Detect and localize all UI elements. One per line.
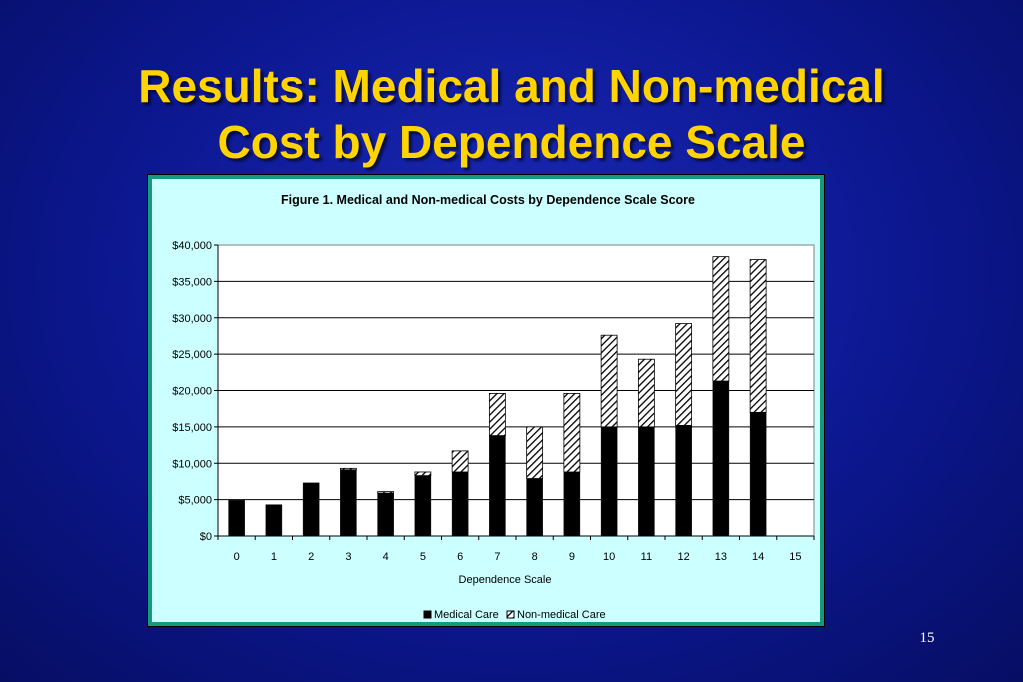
y-tick-label: $30,000 xyxy=(172,313,212,325)
bar-non-medical-care-9 xyxy=(563,393,581,473)
bar-medical-care-4 xyxy=(377,492,394,537)
bar-non-medical-care-12 xyxy=(675,323,693,426)
bar-non-medical-care-7 xyxy=(488,393,506,437)
legend-swatch-non-medical-care xyxy=(506,610,515,619)
bar-non-medical-care-4 xyxy=(377,491,395,494)
bar-medical-care-3 xyxy=(340,469,357,537)
bar-non-medical-care-11 xyxy=(637,358,655,428)
y-tick-label: $10,000 xyxy=(172,458,212,470)
bar-medical-care-14 xyxy=(749,412,767,537)
legend-label-medical-care: Medical Care xyxy=(434,609,499,621)
y-tick-label: $40,000 xyxy=(172,240,212,252)
legend: Medical Care Non-medical Care xyxy=(423,609,606,621)
bars xyxy=(228,256,767,537)
legend-swatch-medical-care xyxy=(423,610,432,619)
x-tick-label: 12 xyxy=(678,551,690,563)
x-tick-label: 0 xyxy=(234,551,240,563)
bar-medical-care-1 xyxy=(265,504,283,537)
stacked-bar-chart: Figure 1. Medical and Non-medical Costs … xyxy=(172,193,815,621)
bar-non-medical-care-5 xyxy=(414,471,432,477)
bar-non-medical-care-8 xyxy=(526,426,544,479)
page-number: 15 xyxy=(919,630,935,646)
bar-non-medical-care-3 xyxy=(339,467,357,471)
bar-medical-care-6 xyxy=(451,471,469,537)
bar-medical-care-10 xyxy=(600,426,618,537)
x-tick-label: 1 xyxy=(271,551,277,563)
slide-title-line-1: Results: Medical and Non-medical xyxy=(138,60,885,112)
y-tick-label: $5,000 xyxy=(178,495,212,507)
x-tick-label: 7 xyxy=(494,551,500,563)
bar-medical-care-9 xyxy=(563,471,581,537)
y-tick-label: $35,000 xyxy=(172,276,212,288)
bar-medical-care-11 xyxy=(638,426,655,537)
x-axis-ticks: 0 1 2 3 4 5 6 7 8 9 10 11 12 13 14 15 xyxy=(217,535,815,563)
slide-title-line-2: Cost by Dependence Scale xyxy=(217,116,806,168)
y-tick-label: $20,000 xyxy=(172,386,212,398)
bar-medical-care-7 xyxy=(489,435,506,537)
bar-non-medical-care-10 xyxy=(600,334,618,428)
bar-medical-care-8 xyxy=(526,478,543,537)
x-tick-label: 2 xyxy=(308,551,314,563)
y-axis-ticks: $0 $5,000 $10,000 $15,000 $20,000 $25,000 $30,… xyxy=(172,240,219,543)
x-tick-label: 11 xyxy=(641,551,652,563)
bar-medical-care-0 xyxy=(228,500,245,537)
x-tick-label: 13 xyxy=(715,551,727,563)
x-tick-label: 5 xyxy=(420,551,426,563)
chart-frame: Figure 1. Medical and Non-medical Costs … xyxy=(147,174,825,627)
y-tick-label: $15,000 xyxy=(172,422,212,434)
x-tick-label: 15 xyxy=(789,551,801,563)
bar-medical-care-12 xyxy=(675,425,692,537)
y-tick-label: $0 xyxy=(200,531,212,543)
x-tick-label: 3 xyxy=(345,551,351,563)
slide-title: Results: Medical and Non-medical Cost by… xyxy=(0,58,1023,170)
x-tick-label: 9 xyxy=(569,551,575,563)
bar-non-medical-care-13 xyxy=(712,256,730,382)
bar-non-medical-care-6 xyxy=(451,450,469,473)
x-tick-label: 4 xyxy=(383,551,389,563)
bar-non-medical-care-14 xyxy=(749,259,767,413)
chart-title: Figure 1. Medical and Non-medical Costs … xyxy=(281,193,695,207)
x-axis-label: Dependence Scale xyxy=(459,574,552,586)
x-tick-label: 14 xyxy=(752,551,764,563)
y-tick-label: $25,000 xyxy=(172,349,212,361)
legend-label-non-medical-care: Non-medical Care xyxy=(517,609,606,621)
bar-medical-care-5 xyxy=(414,475,432,537)
x-tick-label: 10 xyxy=(603,551,615,563)
bar-medical-care-13 xyxy=(712,380,730,537)
bar-medical-care-2 xyxy=(302,482,320,537)
x-tick-label: 8 xyxy=(532,551,538,563)
x-tick-label: 6 xyxy=(457,551,463,563)
